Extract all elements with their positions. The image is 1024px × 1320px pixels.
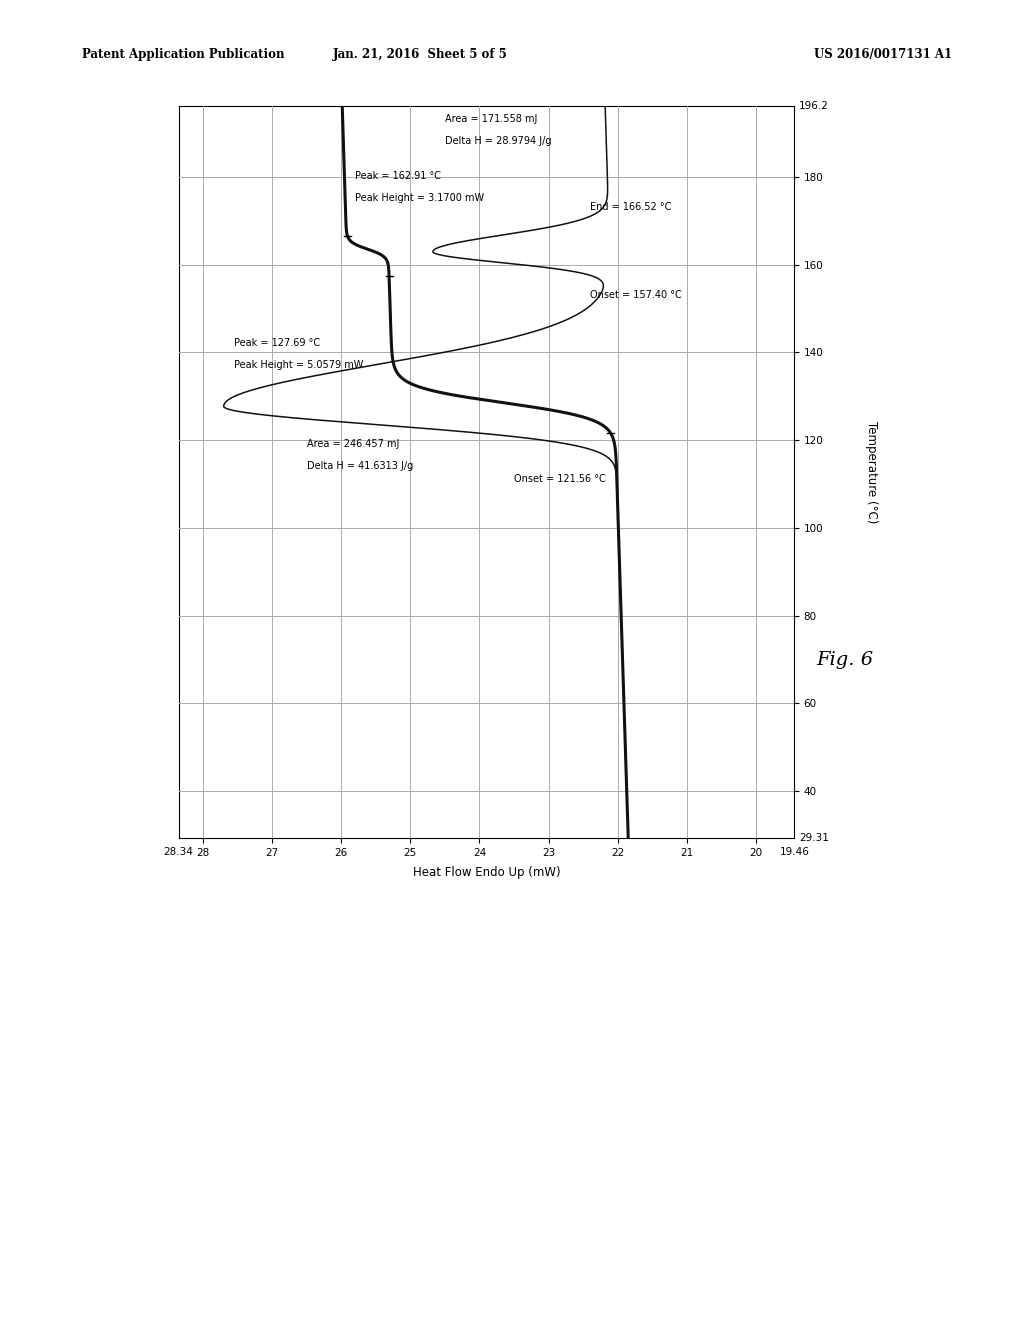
Y-axis label: Temperature (°C): Temperature (°C) [864,421,878,523]
Text: US 2016/0017131 A1: US 2016/0017131 A1 [814,48,952,61]
Text: 196.2: 196.2 [799,100,829,111]
Text: Patent Application Publication: Patent Application Publication [82,48,285,61]
Text: Onset = 157.40 °C: Onset = 157.40 °C [590,289,682,300]
Text: Peak = 162.91 °C: Peak = 162.91 °C [355,172,441,181]
X-axis label: Heat Flow Endo Up (mW): Heat Flow Endo Up (mW) [413,866,560,879]
Text: Fig. 6: Fig. 6 [816,651,873,669]
Text: Peak Height = 5.0579 mW: Peak Height = 5.0579 mW [233,360,364,370]
Text: Onset = 121.56 °C: Onset = 121.56 °C [514,474,606,484]
Text: Jan. 21, 2016  Sheet 5 of 5: Jan. 21, 2016 Sheet 5 of 5 [333,48,507,61]
Text: End = 166.52 °C: End = 166.52 °C [590,202,672,211]
Text: Area = 171.558 mJ: Area = 171.558 mJ [444,114,538,124]
Text: 19.46: 19.46 [780,847,810,857]
Text: Area = 246.457 mJ: Area = 246.457 mJ [306,438,399,449]
Text: Delta H = 41.6313 J/g: Delta H = 41.6313 J/g [306,461,413,471]
Text: Peak = 127.69 °C: Peak = 127.69 °C [233,338,319,348]
Text: 29.31: 29.31 [799,833,829,843]
Text: Delta H = 28.9794 J/g: Delta H = 28.9794 J/g [444,136,551,147]
Text: 28.34: 28.34 [163,847,193,857]
Text: Peak Height = 3.1700 mW: Peak Height = 3.1700 mW [355,193,484,203]
